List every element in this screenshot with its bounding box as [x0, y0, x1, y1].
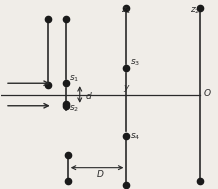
Text: $s_2$: $s_2$	[69, 103, 79, 114]
Text: $s_1$: $s_1$	[69, 73, 79, 84]
Text: $z_2$: $z_2$	[190, 6, 200, 16]
Text: $s_3$: $s_3$	[129, 57, 140, 68]
Text: $O$: $O$	[203, 87, 212, 98]
Text: $y$: $y$	[123, 83, 131, 94]
Text: $z_1$: $z_1$	[121, 6, 131, 16]
Text: $D$: $D$	[96, 168, 104, 179]
Text: $d$: $d$	[85, 90, 93, 101]
Text: $s_4$: $s_4$	[129, 132, 140, 142]
